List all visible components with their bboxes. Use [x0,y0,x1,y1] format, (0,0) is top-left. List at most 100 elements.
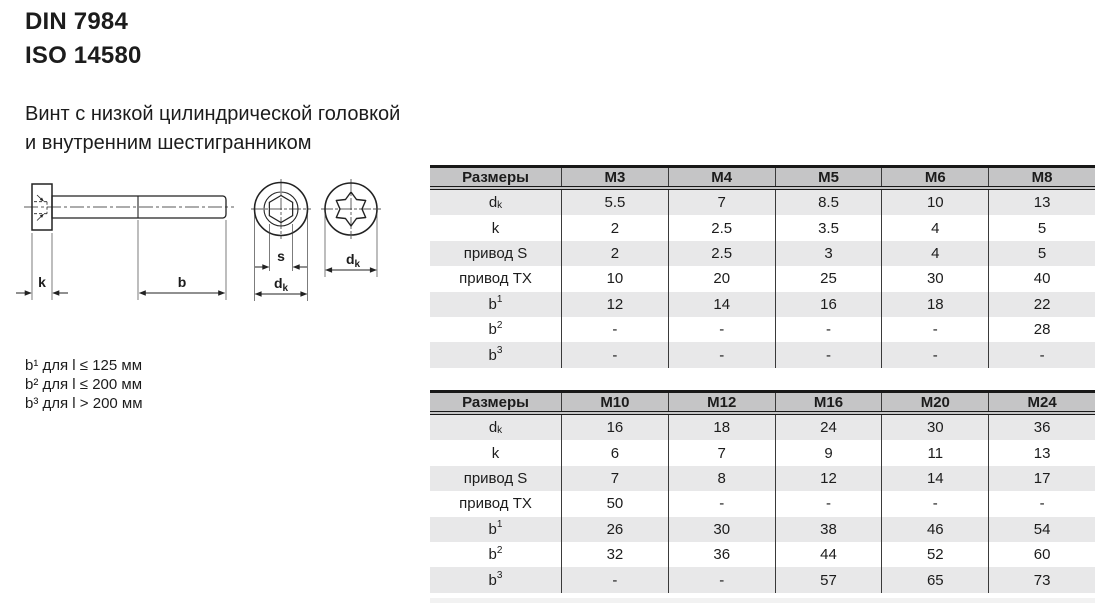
value-cell: 7 [667,440,775,466]
value-cell: - [667,342,775,368]
size-column-header: M16 [774,393,882,411]
table-row: d k 5.5 7 8.5 10 13 [430,190,1095,216]
value-cell: 36 [667,541,775,568]
value-cell: 12 [774,465,882,492]
size-column-header: M4 [667,168,775,186]
table-row: b 2 32 36 44 52 60 [430,541,1095,568]
size-column-header: M6 [881,168,988,186]
value-cell: 8.5 [774,190,882,216]
value-cell: - [774,342,882,368]
table-row: b 1 26 30 38 46 54 [430,516,1095,542]
screw-side-view-drawing: k b [16,183,234,300]
product-title: Винт с низкой цилиндрической головкой и … [25,100,400,158]
size-column-header: M10 [561,393,668,411]
value-cell: - [881,491,988,517]
value-cell: 7 [561,465,668,492]
cutoff-row-sliver [430,598,1095,603]
dim-k-label: k [38,274,46,290]
value-cell: 14 [667,291,775,317]
head-outer-circle [253,181,309,237]
value-cell: 12 [561,291,668,317]
table-row: k 2 2.5 3.5 4 5 [430,215,1095,241]
value-cell: 38 [774,516,882,542]
value-cell: 5 [988,240,1095,267]
value-cell: - [774,491,882,517]
hex-recess [268,194,294,224]
value-cell: 46 [881,516,988,542]
value-cell: 44 [774,541,882,568]
dim-k: k [16,233,68,300]
standard-iso: ISO 14580 [25,42,142,69]
value-cell: 18 [881,291,988,317]
value-cell: 16 [561,415,668,441]
value-cell: - [667,567,775,593]
value-cell: 57 [774,567,882,593]
value-cell: 30 [881,415,988,441]
value-cell: 30 [667,516,775,542]
value-cell: 6 [561,440,668,466]
dim-s: s [255,224,307,271]
value-cell: 4 [881,215,988,241]
value-cell: - [667,316,775,343]
value-cell: 2.5 [667,215,775,241]
dim-s-label: s [277,248,285,264]
value-cell: 9 [774,440,882,466]
table-row: d k 16 18 24 30 36 [430,415,1095,441]
value-cell: 25 [774,266,882,292]
size-column-header: M12 [667,393,775,411]
dimensions-table-m10-m24: Размеры M10 M12 M16 M20 M24 d k 16 18 24 30 36 k 6 7 9 11… [430,390,1095,593]
value-cell: 73 [988,567,1095,593]
value-cell: 10 [561,266,668,292]
size-column-header: M20 [881,393,988,411]
dim-b-label: b [178,274,187,290]
value-cell: - [988,342,1095,368]
value-cell: 2 [561,215,668,241]
dimensions-table-m3-m8: Размеры M3 M4 M5 M6 M8 d k 5.5 7 8.5 10 13 k 2 2.5 3.5 4 5… [430,165,1095,368]
dim-b: b [137,220,227,300]
value-cell: 30 [881,266,988,292]
row-label: привод S [463,244,528,262]
product-title-line2: и внутренним шестигранником [25,132,312,154]
value-cell: 7 [667,190,775,216]
table-row: привод TX 50- - - - [430,491,1095,517]
row-label: привод TX [459,495,532,513]
table-row: привод S 7 8 12 14 17 [430,465,1095,492]
table-row: b 3- -57 65 73 [430,567,1095,593]
value-cell: 60 [988,541,1095,568]
value-cell: 26 [561,516,668,542]
screw-head-views-drawing: s dk dk [251,179,381,301]
size-column-header: M3 [561,168,668,186]
torx-head-view: dk [321,179,381,277]
value-cell: - [561,342,668,368]
hex-socket-head-view: s dk [251,179,311,301]
torx-recess [335,191,367,227]
footnote-b1: b¹ для l ≤ 125 мм [25,357,143,374]
value-cell: 3.5 [774,215,882,241]
value-cell: - [561,567,668,593]
value-cell: 52 [881,541,988,568]
table-row: привод S 2 2.5 3 4 5 [430,240,1095,267]
hidden-socket-lines [34,194,49,221]
value-cell: 10 [881,190,988,216]
value-cell: 54 [988,516,1095,542]
value-cell: 2 [561,240,668,267]
table-header-row: Размеры M10 M12 M16 M20 M24 [430,390,1095,415]
row-label: k [491,444,500,462]
value-cell: - [881,316,988,343]
value-cell: - [881,342,988,368]
value-cell: 16 [774,291,882,317]
table-row: b 1 12 14 16 18 22 [430,291,1095,317]
row-label: привод TX [459,270,532,288]
value-cell: 13 [988,440,1095,466]
value-cell: 2.5 [667,240,775,267]
size-column-header: M8 [988,168,1095,186]
product-title-line1: Винт с низкой цилиндрической головкой [25,103,401,125]
head-outer-circle [324,182,378,236]
